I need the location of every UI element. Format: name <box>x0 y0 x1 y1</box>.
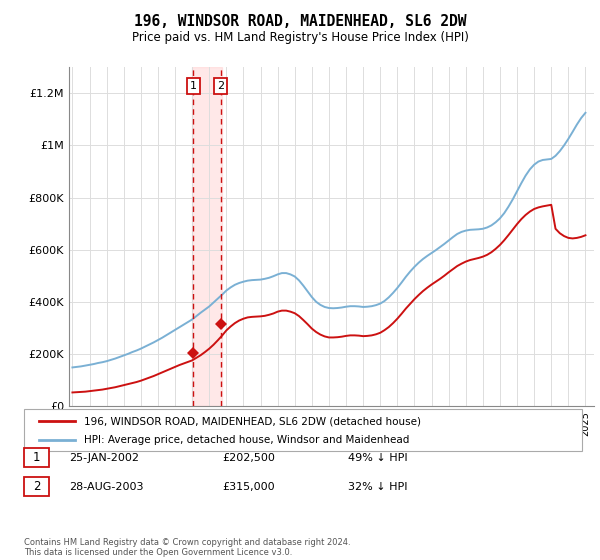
Text: 1: 1 <box>190 81 197 91</box>
Text: 196, WINDSOR ROAD, MAIDENHEAD, SL6 2DW (detached house): 196, WINDSOR ROAD, MAIDENHEAD, SL6 2DW (… <box>84 417 421 426</box>
Text: HPI: Average price, detached house, Windsor and Maidenhead: HPI: Average price, detached house, Wind… <box>84 435 409 445</box>
Text: £315,000: £315,000 <box>222 482 275 492</box>
Text: £202,500: £202,500 <box>222 452 275 463</box>
Text: 25-JAN-2002: 25-JAN-2002 <box>69 452 139 463</box>
Text: Price paid vs. HM Land Registry's House Price Index (HPI): Price paid vs. HM Land Registry's House … <box>131 31 469 44</box>
Text: 49% ↓ HPI: 49% ↓ HPI <box>348 452 407 463</box>
Text: 2: 2 <box>217 81 224 91</box>
Bar <box>192 67 222 406</box>
Text: 32% ↓ HPI: 32% ↓ HPI <box>348 482 407 492</box>
Text: 28-AUG-2003: 28-AUG-2003 <box>69 482 143 492</box>
Text: 2: 2 <box>33 480 40 493</box>
Text: 1: 1 <box>33 451 40 464</box>
Text: 196, WINDSOR ROAD, MAIDENHEAD, SL6 2DW: 196, WINDSOR ROAD, MAIDENHEAD, SL6 2DW <box>134 14 466 29</box>
Text: Contains HM Land Registry data © Crown copyright and database right 2024.
This d: Contains HM Land Registry data © Crown c… <box>24 538 350 557</box>
